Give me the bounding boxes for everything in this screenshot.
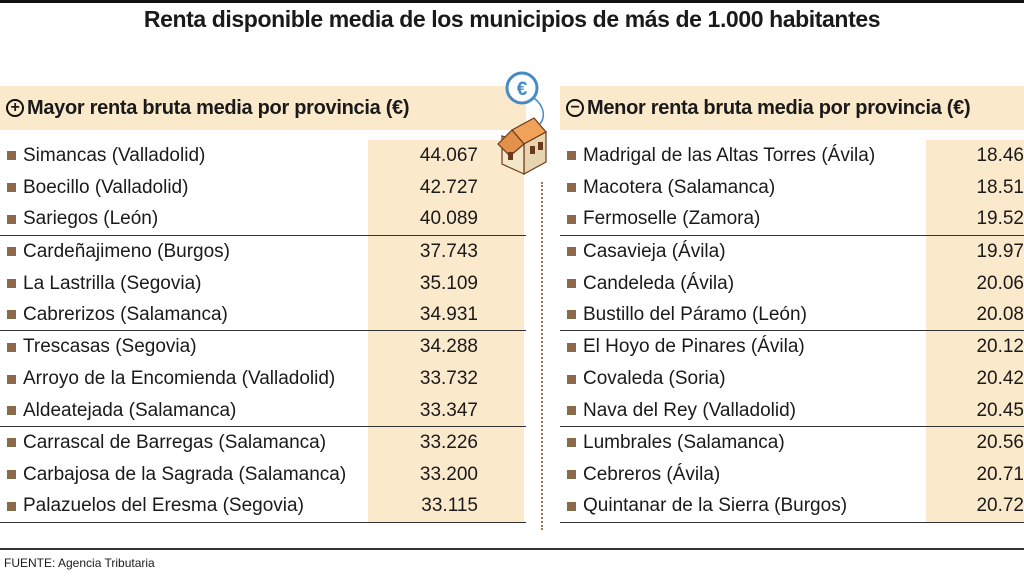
list-item: Cabrerizos (Salamanca) 34.931	[0, 299, 526, 332]
bullet-icon	[567, 342, 576, 352]
lowest-income-title: Menor renta bruta media por provincia (€…	[587, 96, 971, 119]
list-item: Boecillo (Valladolid) 42.727	[0, 172, 526, 204]
list-item: Sariegos (León) 40.089	[0, 204, 526, 236]
bullet-icon	[7, 470, 16, 480]
bullet-icon	[567, 279, 576, 288]
bullet-icon	[7, 183, 16, 193]
bullet-icon	[567, 214, 576, 224]
bullet-icon	[7, 151, 16, 161]
highest-income-panel: + Mayor renta bruta media por provincia …	[0, 86, 526, 523]
list-item: Trescasas (Segovia) 34.288	[0, 331, 526, 363]
list-item: Carbajosa de la Sagrada (Salamanca) 33.20…	[0, 459, 526, 491]
list-item: Aldeatejada (Salamanca) 33.347	[0, 395, 526, 428]
bullet-icon	[567, 310, 576, 320]
list-item: Bustillo del Páramo (León) 20.08	[560, 299, 1024, 332]
source-note: FUENTE: Agencia Tributaria	[4, 556, 155, 570]
page-title: Renta disponible media de los municipios…	[143, 6, 881, 32]
bullet-icon	[7, 310, 16, 320]
bullet-icon	[567, 438, 576, 448]
bullet-icon	[7, 342, 16, 352]
list-item: Macotera (Salamanca) 18.51	[560, 172, 1024, 204]
list-item: Madrigal de las Altas Torres (Ávila) 18.4…	[560, 140, 1024, 172]
bullet-icon	[7, 247, 16, 257]
list-item: Cebreros (Ávila) 20.71	[560, 459, 1024, 491]
list-item: Fermoselle (Zamora) 19.52	[560, 204, 1024, 236]
list-item: Simancas (Valladolid) 44.067	[0, 140, 526, 172]
list-item: Lumbrales (Salamanca) 20.56	[560, 427, 1024, 459]
bullet-icon	[567, 501, 576, 511]
bullet-icon	[567, 406, 576, 416]
list-item: Carrascal de Barregas (Salamanca) 33.226	[0, 427, 526, 459]
list-item: Nava del Rey (Valladolid) 20.45	[560, 395, 1024, 428]
highest-income-list: Simancas (Valladolid) 44.067 Boecillo (Va…	[0, 140, 526, 523]
list-item: El Hoyo de Pinares (Ávila) 20.12	[560, 331, 1024, 363]
value-column-bg	[368, 140, 524, 523]
bullet-icon	[567, 247, 576, 257]
bullet-icon	[7, 406, 16, 416]
bullet-icon	[7, 438, 16, 448]
lowest-income-header: − Menor renta bruta media por provincia …	[560, 86, 1024, 130]
plus-icon: +	[6, 99, 24, 117]
list-item: La Lastrilla (Segovia) 35.109	[0, 268, 526, 300]
bullet-icon	[567, 151, 576, 161]
list-item: Covaleda (Soria) 20.42	[560, 363, 1024, 395]
minus-icon: −	[566, 99, 584, 117]
highest-income-title: Mayor renta bruta media por provincia (€…	[27, 96, 410, 119]
list-item: Quintanar de la Sierra (Burgos) 20.72	[560, 491, 1024, 523]
bullet-icon	[7, 374, 16, 384]
bullet-icon	[7, 501, 16, 511]
bullet-icon	[567, 374, 576, 384]
list-item: Cardeñajimeno (Burgos) 37.743	[0, 236, 526, 268]
list-item: Candeleda (Ávila) 20.06	[560, 268, 1024, 300]
top-rule	[0, 0, 1024, 3]
euro-house-icon: €	[497, 71, 547, 176]
bullet-icon	[567, 183, 576, 193]
bullet-icon	[567, 470, 576, 480]
dotted-divider	[541, 182, 543, 530]
value-column-bg	[926, 140, 1024, 523]
list-item: Palazuelos del Eresma (Segovia) 33.115	[0, 491, 526, 523]
lowest-income-list: Madrigal de las Altas Torres (Ávila) 18.4…	[560, 140, 1024, 523]
euro-symbol: €	[517, 79, 528, 100]
bullet-icon	[7, 279, 16, 288]
bottom-rule	[0, 548, 1024, 550]
highest-income-header: + Mayor renta bruta media por provincia …	[0, 86, 526, 130]
lowest-income-panel: − Menor renta bruta media por provincia …	[560, 86, 1024, 523]
list-item: Casavieja (Ávila) 19.97	[560, 236, 1024, 268]
list-item: Arroyo de la Encomienda (Valladolid) 33.7…	[0, 363, 526, 395]
bullet-icon	[7, 214, 16, 224]
